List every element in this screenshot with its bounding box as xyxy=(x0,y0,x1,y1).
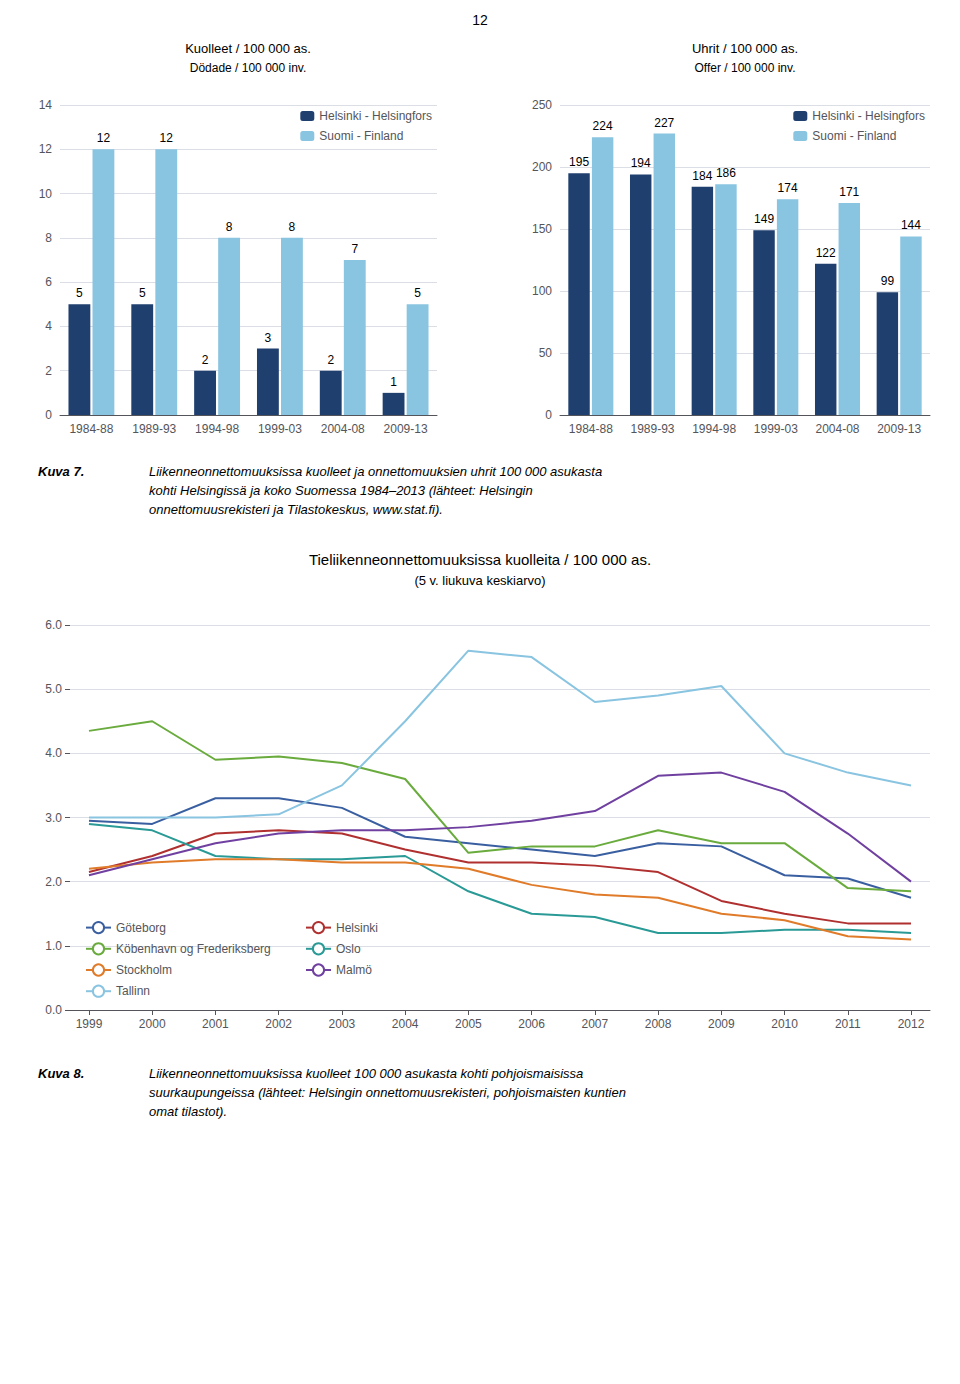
svg-text:12: 12 xyxy=(472,12,488,28)
svg-text:Tallinn: Tallinn xyxy=(116,984,150,998)
svg-text:(5 v. liukuva keskiarvo): (5 v. liukuva keskiarvo) xyxy=(414,573,545,588)
svg-text:3.0: 3.0 xyxy=(45,811,62,825)
svg-text:50: 50 xyxy=(539,346,553,360)
svg-text:Liikenneonnettomuuksissa kuoll: Liikenneonnettomuuksissa kuolleet 100 00… xyxy=(149,1066,583,1081)
svg-text:Kuva 7.: Kuva 7. xyxy=(38,464,84,479)
svg-text:1.0: 1.0 xyxy=(45,939,62,953)
svg-text:Uhrit / 100 000 as.: Uhrit / 100 000 as. xyxy=(692,41,798,56)
svg-text:150: 150 xyxy=(532,222,552,236)
svg-text:2004-08: 2004-08 xyxy=(321,422,365,436)
svg-text:200: 200 xyxy=(532,160,552,174)
svg-text:12: 12 xyxy=(39,142,53,156)
svg-text:Offer / 100 000 inv.: Offer / 100 000 inv. xyxy=(695,61,796,75)
svg-text:2001: 2001 xyxy=(202,1017,229,1031)
svg-text:0: 0 xyxy=(545,408,552,422)
svg-text:122: 122 xyxy=(816,246,836,260)
svg-text:171: 171 xyxy=(839,185,859,199)
svg-text:227: 227 xyxy=(654,116,674,130)
svg-text:2012: 2012 xyxy=(898,1017,925,1031)
svg-text:8: 8 xyxy=(45,231,52,245)
svg-text:6: 6 xyxy=(45,275,52,289)
svg-text:2000: 2000 xyxy=(139,1017,166,1031)
svg-text:2004: 2004 xyxy=(392,1017,419,1031)
svg-text:224: 224 xyxy=(593,119,613,133)
svg-text:1984-88: 1984-88 xyxy=(69,422,113,436)
svg-text:2009-13: 2009-13 xyxy=(384,422,428,436)
svg-text:1: 1 xyxy=(390,375,397,389)
svg-text:Kuolleet / 100 000 as.: Kuolleet / 100 000 as. xyxy=(185,41,311,56)
svg-text:1994-98: 1994-98 xyxy=(195,422,239,436)
svg-text:2006: 2006 xyxy=(518,1017,545,1031)
svg-text:Helsinki: Helsinki xyxy=(336,921,378,935)
svg-text:2: 2 xyxy=(202,353,209,367)
svg-text:6.0: 6.0 xyxy=(45,618,62,632)
svg-text:1999-03: 1999-03 xyxy=(258,422,302,436)
svg-text:Kuva 8.: Kuva 8. xyxy=(38,1066,84,1081)
svg-text:2008: 2008 xyxy=(645,1017,672,1031)
svg-text:1994-98: 1994-98 xyxy=(692,422,736,436)
svg-text:100: 100 xyxy=(532,284,552,298)
svg-text:Tieliikenneonnettomuuksissa ku: Tieliikenneonnettomuuksissa kuolleita / … xyxy=(309,551,651,568)
svg-text:10: 10 xyxy=(39,187,53,201)
svg-text:Göteborg: Göteborg xyxy=(116,921,166,935)
svg-text:4.0: 4.0 xyxy=(45,746,62,760)
svg-text:Suomi - Finland: Suomi - Finland xyxy=(319,129,403,143)
svg-text:4: 4 xyxy=(45,319,52,333)
svg-text:Köbenhavn og Frederiksberg: Köbenhavn og Frederiksberg xyxy=(116,942,271,956)
svg-text:8: 8 xyxy=(226,220,233,234)
svg-text:Dödade / 100 000 inv.: Dödade / 100 000 inv. xyxy=(190,61,307,75)
svg-text:5: 5 xyxy=(139,286,146,300)
svg-text:0: 0 xyxy=(45,408,52,422)
svg-text:7: 7 xyxy=(351,242,358,256)
svg-text:Liikenneonnettomuuksissa kuoll: Liikenneonnettomuuksissa kuolleet ja onn… xyxy=(149,464,602,479)
svg-text:Malmö: Malmö xyxy=(336,963,372,977)
svg-text:2009: 2009 xyxy=(708,1017,735,1031)
svg-text:2002: 2002 xyxy=(265,1017,292,1031)
svg-text:2003: 2003 xyxy=(329,1017,356,1031)
svg-text:5: 5 xyxy=(414,286,421,300)
svg-text:99: 99 xyxy=(881,274,895,288)
svg-text:12: 12 xyxy=(160,131,174,145)
svg-text:Suomi - Finland: Suomi - Finland xyxy=(812,129,896,143)
svg-text:250: 250 xyxy=(532,98,552,112)
svg-text:2009-13: 2009-13 xyxy=(877,422,921,436)
svg-text:2007: 2007 xyxy=(582,1017,609,1031)
svg-text:2: 2 xyxy=(327,353,334,367)
svg-text:8: 8 xyxy=(289,220,296,234)
svg-text:1984-88: 1984-88 xyxy=(569,422,613,436)
svg-text:kohti Helsingissä ja koko Suom: kohti Helsingissä ja koko Suomessa 1984–… xyxy=(149,483,533,498)
svg-text:5.0: 5.0 xyxy=(45,682,62,696)
svg-text:2005: 2005 xyxy=(455,1017,482,1031)
svg-text:1999: 1999 xyxy=(76,1017,103,1031)
svg-text:Oslo: Oslo xyxy=(336,942,361,956)
svg-text:1989-93: 1989-93 xyxy=(630,422,674,436)
svg-text:2010: 2010 xyxy=(771,1017,798,1031)
svg-text:suurkaupungeissa (lähteet: Hel: suurkaupungeissa (lähteet: Helsingin onn… xyxy=(149,1085,626,1100)
svg-text:3: 3 xyxy=(265,331,272,345)
svg-text:1999-03: 1999-03 xyxy=(754,422,798,436)
svg-text:184: 184 xyxy=(692,169,712,183)
svg-text:194: 194 xyxy=(631,156,651,170)
svg-text:2011: 2011 xyxy=(835,1017,861,1031)
svg-text:1989-93: 1989-93 xyxy=(132,422,176,436)
svg-text:2: 2 xyxy=(45,364,52,378)
svg-text:2.0: 2.0 xyxy=(45,875,62,889)
svg-text:Helsinki - Helsingfors: Helsinki - Helsingfors xyxy=(319,109,432,123)
svg-text:144: 144 xyxy=(901,218,921,232)
svg-text:149: 149 xyxy=(754,212,774,226)
svg-text:174: 174 xyxy=(778,181,798,195)
svg-text:Helsinki - Helsingfors: Helsinki - Helsingfors xyxy=(812,109,925,123)
svg-text:14: 14 xyxy=(39,98,53,112)
svg-text:12: 12 xyxy=(97,131,111,145)
svg-text:onnettomuusrekisteri ja Tilast: onnettomuusrekisteri ja Tilastokeskus, w… xyxy=(149,502,443,517)
svg-text:195: 195 xyxy=(569,155,589,169)
svg-text:Stockholm: Stockholm xyxy=(116,963,172,977)
svg-text:2004-08: 2004-08 xyxy=(815,422,859,436)
svg-text:omat tilastot).: omat tilastot). xyxy=(149,1104,227,1119)
svg-text:0.0: 0.0 xyxy=(45,1003,62,1017)
svg-text:186: 186 xyxy=(716,166,736,180)
svg-text:5: 5 xyxy=(76,286,83,300)
